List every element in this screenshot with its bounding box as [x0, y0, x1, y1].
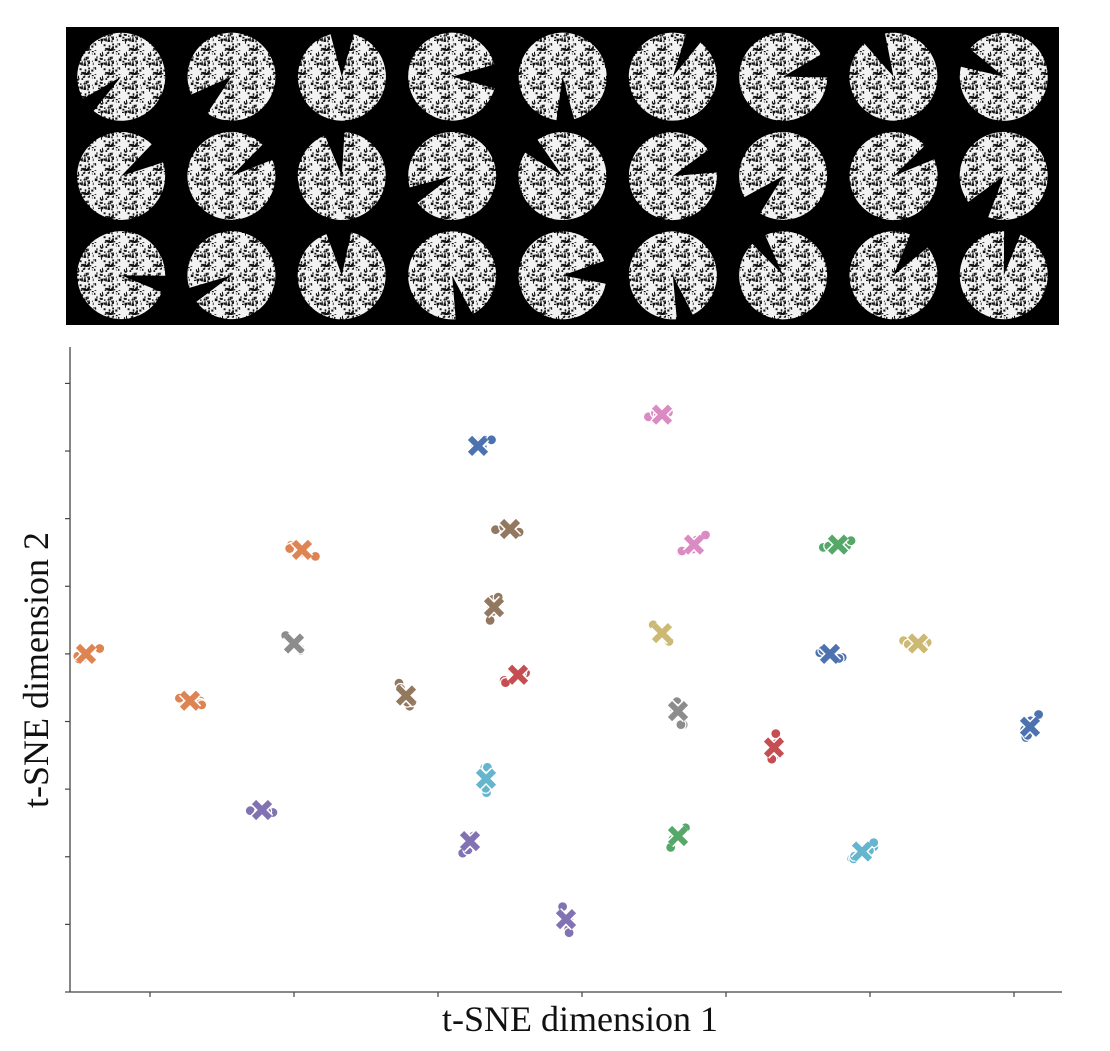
- centroid-x-marker: [475, 768, 497, 789]
- cluster-cyan: [846, 836, 880, 865]
- cluster-orange: [284, 538, 321, 563]
- data-point: [699, 529, 712, 541]
- centroid-x-marker: [555, 909, 577, 930]
- cluster-purple: [554, 900, 578, 939]
- pie-image: [628, 132, 717, 221]
- cluster-red: [762, 727, 786, 765]
- pie-image: [518, 132, 607, 221]
- centroid-x-marker: [291, 539, 313, 560]
- pie-image: [849, 32, 938, 121]
- centroid-x-marker: [75, 643, 97, 665]
- cluster-purple: [457, 829, 482, 859]
- centroid-x-marker: [763, 737, 785, 758]
- pie-image: [739, 131, 828, 220]
- pie-image: [297, 232, 386, 320]
- pie-image: [297, 34, 386, 121]
- pie-image-grid: [77, 32, 1048, 320]
- pie-image: [187, 32, 276, 121]
- centroid-x-marker: [251, 799, 273, 821]
- pie-image: [849, 231, 938, 320]
- pie-image: [187, 131, 276, 220]
- cluster-gray: [666, 696, 690, 731]
- cluster-red: [498, 663, 532, 689]
- cluster-cyan: [474, 761, 498, 799]
- centroid-x-marker: [851, 841, 873, 862]
- centroid-x-marker: [467, 435, 489, 456]
- data-point: [309, 550, 321, 563]
- cluster-gray: [280, 629, 306, 657]
- cluster-brown: [482, 591, 506, 627]
- cluster-pink: [675, 529, 712, 558]
- pie-image: [408, 231, 497, 320]
- y-axis-label: t-SNE dimension 2: [16, 532, 56, 808]
- centroid-x-marker: [827, 534, 849, 555]
- cluster-purple: [244, 798, 279, 822]
- centroid-x-marker: [667, 825, 689, 847]
- data-point: [563, 927, 575, 939]
- centroid-x-marker: [395, 685, 417, 706]
- pie-image: [77, 131, 166, 220]
- cluster-brown: [489, 517, 525, 541]
- cluster-orange: [72, 642, 106, 666]
- plot-axes: [65, 347, 1062, 997]
- cluster-orange: [173, 689, 208, 712]
- centroid-x-marker: [819, 643, 841, 665]
- pie-image: [739, 32, 828, 121]
- centroid-x-marker: [459, 831, 481, 852]
- cluster-blue: [1018, 708, 1045, 744]
- pie-image: [77, 32, 166, 121]
- cluster-olive: [897, 632, 933, 655]
- cluster-pink: [642, 403, 675, 426]
- pie-image: [518, 231, 606, 320]
- x-axis-label: t-SNE dimension 1: [442, 999, 718, 1039]
- pie-image: [518, 32, 607, 121]
- cluster-blue: [466, 434, 498, 458]
- cluster-green: [817, 533, 857, 556]
- pie-image: [77, 231, 166, 320]
- scatter-marks: [72, 403, 1045, 939]
- cluster-olive: [647, 619, 676, 648]
- centroid-x-marker: [1019, 716, 1041, 737]
- data-point: [485, 434, 498, 446]
- centroid-x-marker: [907, 633, 929, 654]
- centroid-x-marker: [683, 534, 705, 555]
- cluster-brown: [393, 677, 418, 712]
- cluster-blue: [814, 642, 848, 666]
- cluster-green: [665, 822, 692, 854]
- pie-image: [739, 231, 828, 320]
- pie-image: [628, 32, 717, 121]
- pie-image: [297, 132, 386, 221]
- centroid-x-marker: [507, 664, 529, 685]
- pie-image: [408, 131, 497, 220]
- centroid-x-marker: [651, 622, 673, 644]
- centroid-x-marker: [667, 700, 689, 722]
- pie-image: [187, 231, 276, 320]
- centroid-x-marker: [283, 633, 305, 654]
- pie-image: [628, 231, 717, 320]
- centroid-x-marker: [651, 404, 673, 425]
- centroid-x-marker: [499, 518, 521, 540]
- pie-image: [959, 32, 1048, 121]
- data-point: [675, 718, 687, 731]
- pie-image: [959, 231, 1048, 320]
- image-grid-panel: [66, 27, 1059, 325]
- centroid-x-marker: [483, 596, 505, 618]
- pie-image: [849, 132, 938, 221]
- centroid-x-marker: [179, 690, 201, 711]
- pie-image: [408, 32, 495, 121]
- pie-image: [959, 131, 1048, 220]
